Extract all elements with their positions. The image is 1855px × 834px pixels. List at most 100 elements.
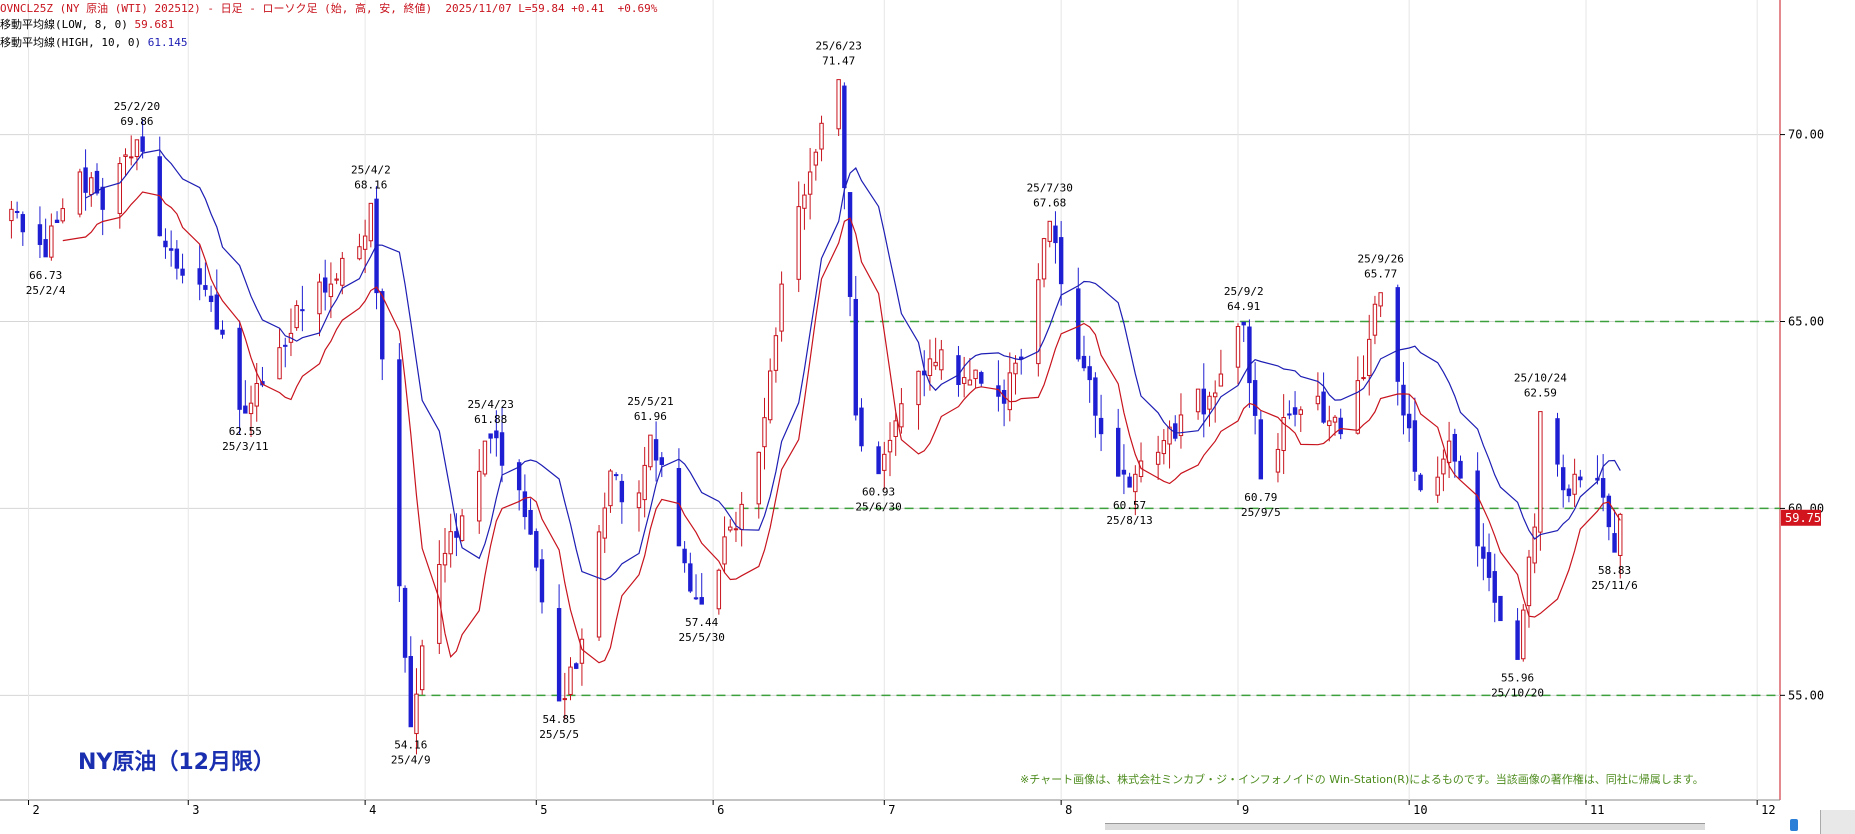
candle-body	[1327, 420, 1332, 427]
x-tick-label: 3	[192, 803, 199, 817]
horizontal-scrollbar[interactable]	[1105, 823, 1705, 830]
candle	[1116, 408, 1121, 477]
candles	[9, 79, 1623, 755]
price-annotation: 25/7/30 67.68	[1027, 181, 1073, 209]
copyright-notice: ※チャート画像は、株式会社ミンカブ・ジ・インフォノイドの Win-Station…	[1020, 773, 1704, 786]
candle	[414, 668, 419, 755]
candle	[100, 177, 105, 236]
annotation-date: 25/2/20	[114, 100, 160, 113]
x-tick-label: 2	[33, 803, 40, 817]
window-corner	[1820, 810, 1855, 834]
reference-lines	[416, 320, 1780, 697]
candle	[1287, 400, 1292, 420]
x-tick-label: 4	[369, 803, 376, 817]
x-tick-label: 9	[1242, 803, 1249, 817]
candle-body	[574, 663, 579, 669]
scrollbar-thumb[interactable]	[1790, 819, 1798, 831]
candle	[1606, 493, 1612, 541]
candle	[1618, 512, 1623, 579]
candle	[733, 511, 739, 543]
candle	[819, 115, 824, 162]
annotation-date: 25/9/5	[1241, 506, 1281, 519]
candle	[1207, 391, 1212, 427]
candle	[1201, 363, 1206, 438]
candle-body	[1372, 303, 1378, 336]
candle-body	[653, 439, 659, 461]
candle-body	[961, 377, 967, 384]
candle	[83, 149, 88, 211]
candle-body	[1475, 470, 1480, 547]
candle-body	[123, 154, 128, 157]
annotation-date: 25/5/30	[679, 631, 725, 644]
candle-body	[1578, 476, 1583, 481]
candle	[1007, 352, 1013, 422]
annotation-date: 25/3/11	[222, 440, 268, 453]
candle-body	[1201, 388, 1206, 415]
candle	[1292, 391, 1298, 427]
candle	[1538, 411, 1543, 551]
candle-body	[1098, 417, 1104, 435]
candle-body	[693, 597, 699, 600]
ma-high-value: 61.145	[147, 36, 188, 49]
annotation-value: 54.85	[543, 713, 576, 726]
candle	[802, 183, 807, 230]
candle	[1435, 456, 1440, 503]
price-annotation: 62.55 25/3/11	[222, 425, 268, 453]
candle-body	[1081, 355, 1087, 369]
candle	[979, 370, 984, 387]
candle	[1327, 405, 1332, 442]
candle-body	[939, 349, 944, 371]
x-tick-label: 12	[1761, 803, 1775, 817]
candle	[248, 385, 254, 438]
candle-body	[956, 355, 961, 385]
candle	[123, 148, 128, 176]
annotation-date: 25/9/26	[1357, 253, 1403, 266]
candle-body	[893, 420, 898, 438]
candle	[1566, 484, 1572, 503]
candle	[1498, 595, 1503, 622]
candle-body	[796, 206, 801, 280]
candle-body	[180, 268, 185, 276]
candle	[89, 172, 94, 207]
candle	[442, 528, 448, 583]
candle-body	[1241, 321, 1246, 326]
candle-body	[277, 347, 282, 380]
candle-body	[836, 79, 841, 130]
candle	[887, 422, 893, 477]
annotation-value: 55.96	[1501, 671, 1534, 684]
candle-body	[117, 163, 123, 214]
candle-body	[248, 402, 254, 415]
ma-high-label: 移動平均線(HIGH, 10, 0)	[0, 36, 142, 49]
candle	[129, 135, 134, 166]
candle-body	[20, 214, 26, 233]
candle-body	[528, 509, 533, 535]
candle-body	[283, 344, 288, 347]
annotation-date: 25/9/2	[1224, 285, 1264, 298]
x-tick-label: 5	[540, 803, 547, 817]
candle	[1458, 455, 1463, 479]
candle-body	[642, 464, 647, 501]
candle	[939, 339, 944, 380]
candle	[437, 540, 442, 655]
annotation-value: 60.93	[862, 486, 895, 499]
annotation-value: 62.55	[229, 425, 262, 438]
candle	[1555, 412, 1560, 477]
candle	[562, 672, 568, 720]
candle-body	[1498, 595, 1503, 622]
candle-body	[243, 405, 248, 414]
candle-body	[568, 666, 573, 695]
candle-body	[1618, 513, 1623, 556]
candle	[967, 358, 973, 386]
candle-body	[1338, 417, 1343, 435]
candle-body	[340, 257, 345, 286]
candle-body	[762, 417, 767, 448]
candle	[1572, 458, 1577, 507]
candle	[1561, 454, 1566, 508]
ma-high-line	[85, 149, 1621, 581]
candle-body	[208, 295, 214, 303]
candle-body	[967, 379, 973, 386]
candle	[528, 498, 533, 535]
candle-body	[1195, 388, 1201, 413]
annotation-date: 25/10/20	[1491, 686, 1544, 699]
